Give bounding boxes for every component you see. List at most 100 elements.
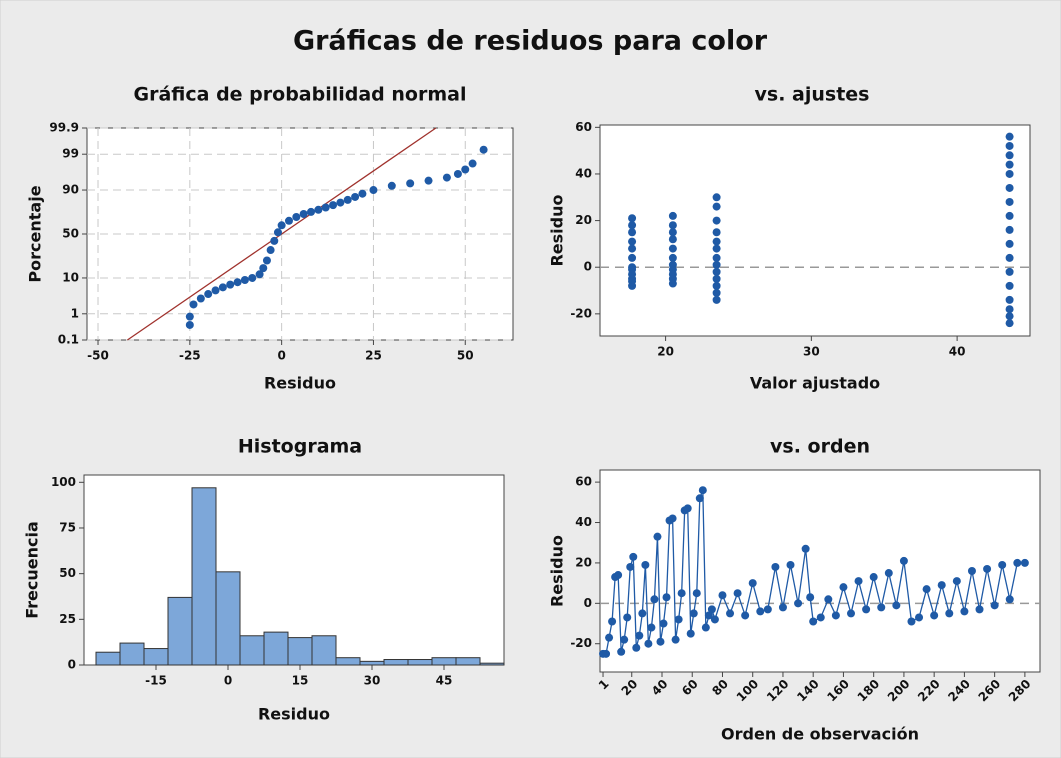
point	[1005, 132, 1014, 141]
point	[937, 581, 946, 590]
point	[442, 173, 451, 182]
bar	[215, 571, 241, 666]
plot-area	[599, 124, 1031, 337]
point	[262, 256, 271, 265]
point	[1005, 141, 1014, 150]
bar	[479, 662, 505, 666]
point	[424, 176, 433, 185]
point	[778, 603, 787, 612]
point	[248, 273, 257, 282]
point	[877, 603, 886, 612]
point	[771, 562, 780, 571]
bar	[143, 648, 169, 666]
point	[266, 246, 275, 255]
point	[756, 607, 765, 616]
point	[998, 560, 1007, 569]
point	[479, 145, 488, 154]
y-axis-label: Residuo	[548, 535, 567, 607]
point	[967, 567, 976, 575]
point	[336, 198, 345, 207]
point	[704, 611, 713, 620]
point	[1005, 319, 1014, 328]
bar	[407, 659, 433, 666]
point	[718, 591, 727, 600]
bar	[263, 631, 289, 666]
plot-title: Gráfica de probabilidad normal	[134, 84, 467, 106]
point	[806, 593, 815, 602]
point	[698, 486, 707, 495]
x-tick-label: 20	[657, 345, 674, 359]
y-tick-label: 40	[575, 166, 592, 180]
point	[945, 609, 954, 618]
point	[314, 205, 323, 214]
x-axis-label: Residuo	[264, 374, 336, 393]
point	[1020, 558, 1029, 567]
point	[1005, 253, 1014, 262]
x-tick-label: 50	[457, 349, 474, 363]
point	[960, 607, 969, 616]
point	[686, 629, 695, 638]
point	[273, 228, 282, 237]
point	[862, 605, 871, 614]
y-tick-label: 50	[62, 227, 79, 241]
point	[710, 615, 719, 624]
point	[1005, 211, 1014, 220]
y-axis-label: Frecuencia	[23, 521, 42, 619]
bar	[335, 657, 361, 666]
point	[668, 211, 677, 220]
point	[468, 159, 477, 168]
point	[677, 589, 686, 598]
point	[712, 267, 721, 276]
point	[659, 619, 668, 628]
point	[712, 237, 721, 246]
point	[204, 290, 213, 299]
point	[922, 585, 931, 594]
point	[683, 504, 692, 513]
x-tick-label: 40	[949, 345, 966, 359]
point	[406, 179, 415, 188]
point	[869, 573, 878, 582]
point	[1013, 558, 1022, 567]
point	[638, 609, 647, 618]
point	[674, 615, 683, 624]
x-axis-label: Orden de observación	[721, 725, 919, 744]
point	[628, 281, 637, 290]
point	[255, 270, 264, 279]
point	[695, 494, 704, 503]
point	[816, 613, 825, 622]
point	[733, 589, 742, 598]
point	[628, 244, 637, 253]
point	[671, 635, 680, 644]
bar	[119, 642, 145, 666]
point	[644, 639, 653, 648]
point	[899, 556, 908, 565]
y-tick-label: 25	[59, 612, 76, 626]
y-tick-label: 100	[51, 475, 76, 489]
bar	[359, 660, 385, 666]
x-tick-label: 30	[803, 345, 820, 359]
bar	[383, 659, 409, 666]
x-tick-label: 30	[364, 674, 381, 688]
point	[461, 165, 470, 174]
point	[641, 560, 650, 569]
point	[602, 649, 611, 658]
point	[1005, 197, 1014, 206]
point	[270, 236, 279, 245]
point	[369, 186, 378, 195]
y-tick-label: 10	[62, 270, 79, 284]
point	[185, 320, 194, 329]
point	[1005, 169, 1014, 178]
point	[653, 532, 662, 541]
point	[1005, 267, 1014, 276]
y-tick-label: 40	[575, 515, 592, 529]
point	[712, 274, 721, 283]
plot-title: vs. orden	[770, 436, 870, 458]
point	[786, 560, 795, 569]
point	[196, 294, 205, 303]
x-tick-label: -25	[179, 349, 201, 363]
point	[712, 295, 721, 304]
y-tick-label: 1	[71, 306, 79, 320]
y-tick-label: 60	[575, 475, 592, 489]
point	[292, 212, 301, 221]
